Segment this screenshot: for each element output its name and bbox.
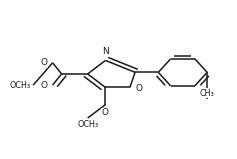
Text: OCH₃: OCH₃ bbox=[77, 120, 98, 129]
Text: O: O bbox=[40, 81, 47, 90]
Text: O: O bbox=[135, 84, 142, 93]
Text: OCH₃: OCH₃ bbox=[10, 81, 31, 90]
Text: N: N bbox=[102, 47, 109, 56]
Text: CH₃: CH₃ bbox=[200, 89, 214, 98]
Text: O: O bbox=[102, 108, 109, 117]
Text: O: O bbox=[40, 58, 47, 67]
